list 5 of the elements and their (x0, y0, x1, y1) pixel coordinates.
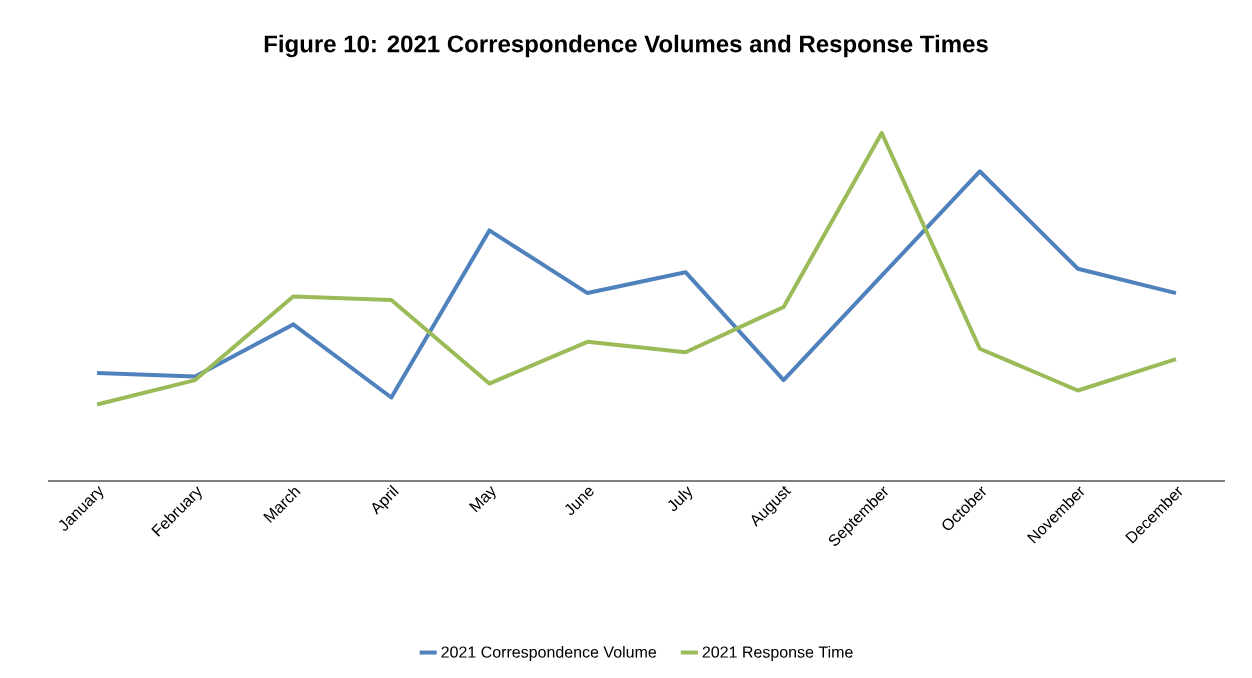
x-tick-label: May (468, 485, 496, 513)
x-tick-label: July (668, 486, 693, 512)
legend-label: 2021 Correspondence Volume (441, 645, 657, 661)
legend-label: 2021 Response Time (702, 645, 853, 661)
chart-title: Figure 10: 2021 Correspondence Volumes and Response Times (264, 34, 988, 58)
